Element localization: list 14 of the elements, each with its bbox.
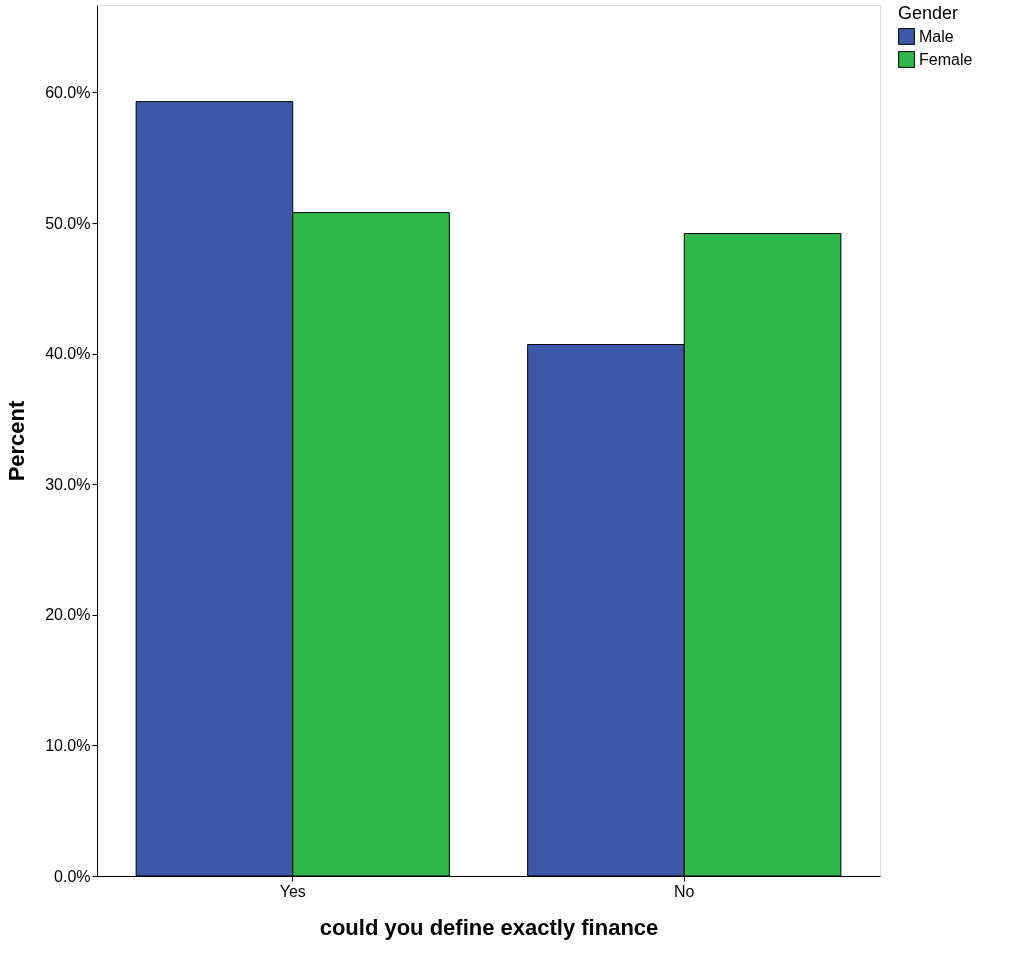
y-tick-label: 10.0%	[45, 736, 91, 754]
y-tick-label: 60.0%	[45, 83, 91, 101]
x-axis-title: could you define exactly finance	[319, 914, 659, 940]
y-axis-title: Percent	[4, 399, 30, 482]
y-tick-label: 20.0%	[45, 606, 91, 624]
x-tick-label: No	[674, 882, 695, 900]
legend-label: Female	[919, 50, 973, 68]
legend-title: Gender	[898, 3, 959, 23]
y-tick-label: 40.0%	[45, 345, 91, 363]
x-tick-label: Yes	[279, 882, 306, 900]
y-tick-label: 0.0%	[54, 867, 91, 885]
y-tick-label: 50.0%	[45, 214, 91, 232]
y-tick-label: 30.0%	[45, 475, 91, 493]
legend-label: Male	[919, 27, 954, 45]
